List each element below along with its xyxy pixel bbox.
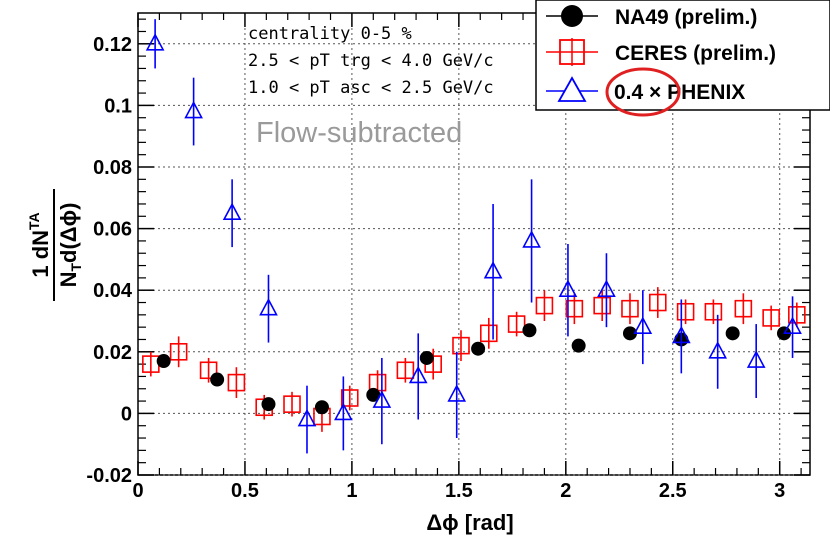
phenix-point — [671, 325, 691, 344]
x-tick-label: 2.5 — [659, 480, 687, 502]
ceres-point — [734, 299, 753, 318]
phenix-scale-highlight — [605, 67, 681, 117]
phenix-point — [597, 279, 616, 298]
y-tick-label: 0.06 — [93, 219, 132, 241]
annotation-associated-pt: 1.0 < pT asc < 2.5 GeV/c — [248, 78, 494, 98]
legend-phenix-marker — [557, 76, 587, 102]
y-axis-numerator: 1 dNTA — [26, 212, 53, 277]
na49-point — [471, 341, 486, 356]
y-tick-label: 0.1 — [104, 95, 132, 117]
ceres-point — [227, 373, 246, 392]
y-tick-label: 0.08 — [93, 157, 132, 179]
ceres-point — [565, 299, 584, 318]
na49-point — [366, 387, 381, 402]
ceres-point — [283, 395, 301, 413]
y-tick-label: -0.02 — [86, 465, 132, 487]
flow-subtracted-label: Flow-subtracted — [256, 117, 462, 149]
phenix-point — [145, 33, 165, 51]
na49-point — [571, 338, 586, 353]
ceres-point — [762, 309, 780, 327]
ceres-point — [169, 342, 188, 361]
y-axis-denominator: NTd(Δϕ) — [56, 203, 84, 288]
phenix-point — [708, 341, 728, 359]
annotation-trigger-pt: 2.5 < pT trg < 4.0 GeV/c — [248, 51, 494, 71]
na49-point — [419, 350, 434, 365]
x-tick-label: 1.5 — [445, 480, 473, 502]
ceres-point — [676, 302, 695, 321]
phenix-point — [259, 297, 278, 316]
phenix-point — [372, 390, 392, 408]
ceres-point — [788, 306, 806, 324]
x-tick-label: 0 — [132, 480, 143, 502]
phenix-point — [633, 316, 653, 334]
phenix-point — [297, 408, 317, 427]
legend-na49-label: NA49 (prelim.) — [615, 6, 757, 29]
x-tick-label: 0.5 — [231, 480, 259, 502]
annotation-centrality: centrality 0-5 % — [248, 24, 412, 44]
axis-ticks: 0 0.5 1 1.5 2 2.5 3-0.0200.020.040.060.080.10.… — [86, 13, 810, 502]
na49-point — [156, 354, 171, 369]
ceres-point — [648, 293, 667, 312]
legend-na49-marker — [561, 5, 583, 27]
x-tick-label: 1 — [346, 480, 357, 502]
ceres-point — [704, 302, 723, 321]
phenix-point — [783, 316, 802, 334]
y-tick-label: 0.12 — [93, 34, 132, 56]
ceres-point — [535, 296, 554, 315]
phenix-point — [447, 384, 467, 402]
legend: NA49 (prelim.) CERES (prelim.) 0.4 × PHE… — [535, 0, 830, 117]
y-tick-label: 0.02 — [93, 342, 132, 364]
ceres-point — [199, 361, 218, 380]
na49-point — [210, 372, 225, 387]
ceres-point — [396, 361, 415, 380]
na49-point — [314, 400, 329, 415]
phenix-point — [483, 261, 503, 279]
phenix-point — [408, 365, 428, 384]
ceres-point — [480, 324, 498, 343]
phenix-point — [558, 279, 578, 298]
phenix-point — [334, 402, 353, 421]
phenix-point — [222, 202, 242, 220]
ceres-point — [452, 336, 470, 355]
na49-point — [261, 397, 276, 412]
na49-point — [725, 326, 740, 341]
phenix-point — [184, 100, 203, 119]
y-tick-label: 0 — [121, 403, 132, 425]
data-points — [142, 19, 806, 454]
legend-ceres-label: CERES (prelim.) — [615, 42, 776, 65]
phenix-point — [522, 230, 541, 248]
na49-point — [522, 323, 537, 338]
ceres-point — [340, 389, 359, 407]
x-tick-label: 2 — [560, 480, 571, 502]
ceres-point — [507, 315, 526, 333]
x-tick-label: 3 — [774, 480, 785, 502]
ceres-point — [621, 299, 639, 318]
phenix-point — [746, 350, 766, 368]
y-tick-label: 0.04 — [93, 280, 133, 302]
y-axis-title: 1 dNTA NTd(Δϕ) — [26, 189, 84, 301]
ceres-point — [593, 296, 611, 315]
x-axis-title: Δϕ [rad] — [426, 510, 513, 535]
na49-point — [622, 326, 637, 341]
